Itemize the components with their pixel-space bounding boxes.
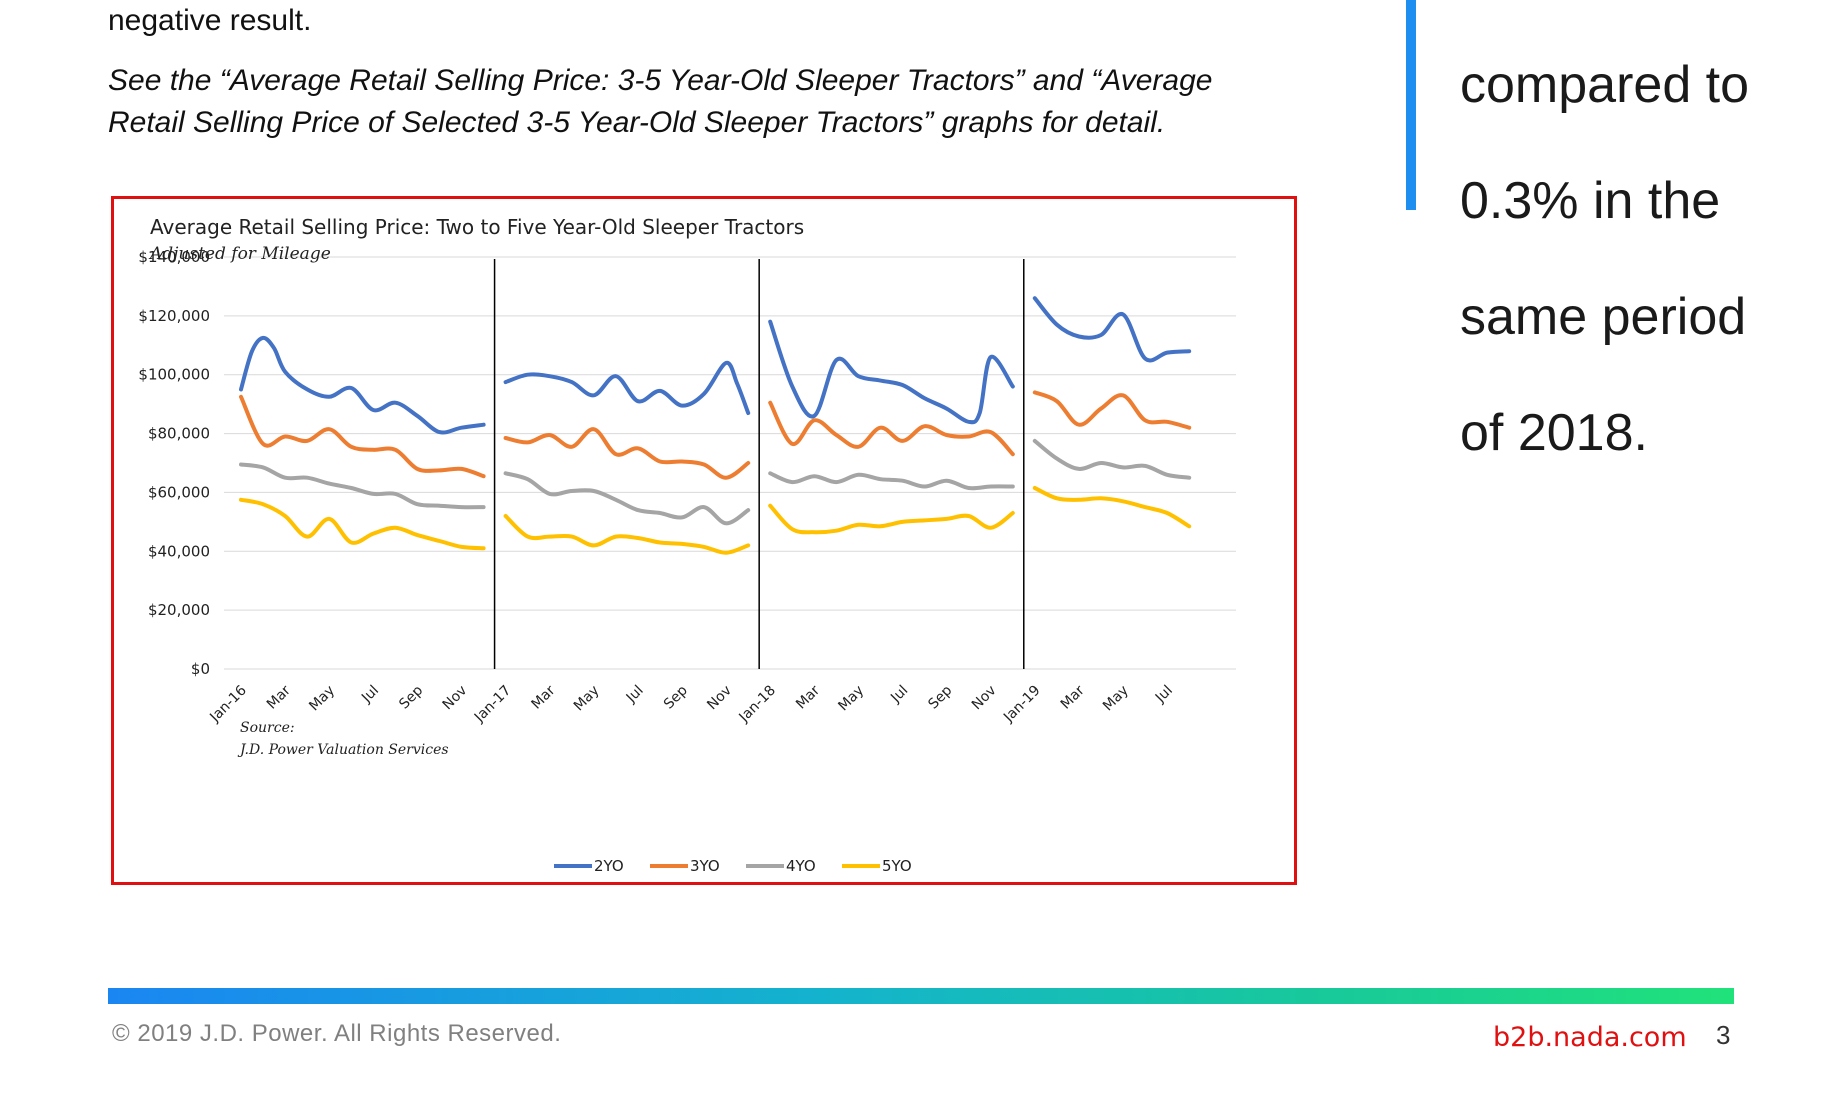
chart-title: Average Retail Selling Price: Two to Fiv… (150, 215, 804, 239)
legend-item-2yo: 2YO (554, 857, 624, 875)
series-line-3yo (239, 394, 486, 479)
gridlines (224, 256, 1236, 670)
site-link[interactable]: b2b.nada.com (1493, 1022, 1687, 1053)
callout-line: compared to (1460, 56, 1750, 114)
series-line-2yo (1032, 296, 1192, 363)
legend-label: 3YO (690, 857, 720, 875)
x-tick-label: Jul (1152, 683, 1176, 707)
series-lines (239, 296, 1192, 555)
legend-item-3yo: 3YO (650, 857, 720, 875)
callout-accent-bar (1406, 0, 1416, 210)
year-dividers (493, 259, 1025, 669)
x-tick-label: Jan-18 (736, 683, 779, 726)
series-line-5yo (503, 514, 751, 555)
series-line-5yo (1032, 486, 1192, 529)
series-5yo (239, 486, 1192, 555)
x-tick-label: Nov (969, 683, 1000, 714)
chart-subtitle: Adjusted for Mileage (148, 244, 331, 264)
series-4yo (239, 438, 1192, 526)
x-tick-label: May (306, 683, 338, 715)
y-axis-ticks: $0 $20,000 $40,000 $60,000 $80,000 $100,000 $1… (138, 248, 210, 678)
footer-gradient-rule (108, 988, 1734, 1004)
x-tick-label: Nov (440, 683, 471, 714)
x-tick-label: Sep (925, 682, 955, 712)
series-line-2yo (239, 335, 486, 435)
series-line-3yo (768, 400, 1015, 457)
x-tick-label: Jan-19 (1000, 683, 1043, 726)
series-line-2yo (503, 360, 751, 415)
y-tick-label: $40,000 (148, 542, 210, 560)
series-line-4yo (1032, 438, 1192, 480)
series-line-4yo (239, 462, 486, 510)
x-tick-label: Mar (264, 682, 294, 712)
x-tick-label: Mar (793, 682, 823, 712)
x-tick-label: Sep (396, 682, 426, 712)
series-2yo (239, 296, 1192, 435)
source-text: J.D. Power Valuation Services (237, 742, 449, 758)
series-line-3yo (1032, 390, 1192, 430)
legend-label: 4YO (786, 857, 816, 875)
x-tick-label: Jul (887, 683, 911, 707)
line-chart: $0 $20,000 $40,000 $60,000 $80,000 $100,000 $1… (138, 215, 1236, 875)
callout-text: compared to 0.3% in the same period of 2… (1460, 0, 1820, 520)
y-tick-label: $80,000 (148, 425, 210, 443)
x-tick-label: Jul (623, 683, 647, 707)
x-tick-label: Jul (358, 683, 382, 707)
x-tick-label: Nov (704, 683, 735, 714)
y-tick-label: $100,000 (138, 366, 210, 384)
series-line-4yo (503, 471, 751, 526)
x-tick-label: May (1100, 683, 1132, 715)
legend-label: 5YO (882, 857, 912, 875)
series-line-5yo (768, 503, 1015, 535)
copyright-notice: © 2019 J.D. Power. All Rights Reserved. (112, 1020, 562, 1047)
source-label: Source: (240, 720, 295, 736)
legend-item-4yo: 4YO (746, 857, 816, 875)
callout-line: of 2018. (1460, 404, 1648, 462)
x-tick-label: Jan-17 (471, 683, 514, 726)
x-tick-label: May (835, 683, 867, 715)
x-tick-label: Mar (1058, 682, 1088, 712)
legend-label: 2YO (594, 857, 624, 875)
chart-frame: $0 $20,000 $40,000 $60,000 $80,000 $100,000 $1… (111, 196, 1297, 885)
x-tick-label: Sep (661, 682, 691, 712)
x-tick-label: May (571, 683, 603, 715)
y-tick-label: $120,000 (138, 307, 210, 325)
series-line-4yo (768, 471, 1015, 491)
y-tick-label: $20,000 (148, 601, 210, 619)
x-axis-ticks: Jan-16 Mar May Jul Sep Nov Jan-17 Mar May Jul Sep N… (206, 682, 1176, 726)
x-tick-label: Mar (529, 682, 559, 712)
y-tick-label: $140,000 (138, 248, 210, 266)
y-tick-label: $60,000 (148, 483, 210, 501)
legend: 2YO 3YO 4YO 5YO (554, 857, 912, 875)
chart-reference-paragraph: See the “Average Retail Selling Price: 3… (108, 64, 1213, 139)
series-line-2yo (768, 319, 1015, 425)
series-3yo (239, 390, 1192, 480)
y-tick-label: $0 (191, 660, 210, 678)
series-line-5yo (239, 497, 486, 551)
callout-line: 0.3% in the (1460, 172, 1721, 230)
series-line-3yo (503, 427, 751, 480)
intro-paragraph: negative result. (108, 4, 312, 37)
callout-line: same period (1460, 288, 1747, 346)
page-number: 3 (1716, 1020, 1731, 1050)
legend-item-5yo: 5YO (842, 857, 912, 875)
